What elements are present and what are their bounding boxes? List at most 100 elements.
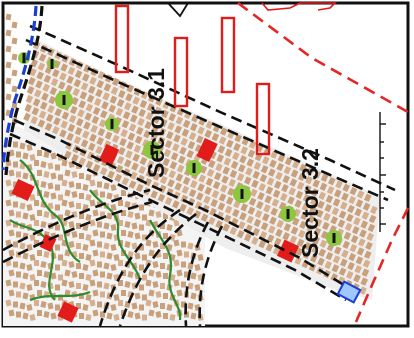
residential-plot (124, 159, 132, 168)
residential-plot (109, 95, 118, 104)
residential-plot (289, 235, 298, 244)
residential-plot (125, 93, 133, 102)
residential-plot (362, 202, 371, 211)
residential-plot (134, 292, 141, 300)
residential-plot (354, 265, 362, 274)
residential-plot (64, 269, 71, 277)
residential-plot (274, 237, 282, 247)
residential-plot (347, 261, 355, 271)
residential-plot (187, 140, 196, 150)
residential-plot (47, 182, 54, 190)
road-south-curve-b (118, 212, 197, 327)
residential-plot (340, 201, 348, 210)
residential-plot (193, 210, 202, 219)
residential-plot (283, 223, 292, 232)
residential-plot (142, 254, 147, 261)
residential-plot (73, 135, 82, 145)
residential-plot (330, 273, 338, 282)
residential-plot (110, 184, 117, 191)
residential-plot (68, 261, 75, 268)
residential-plot (76, 243, 81, 249)
residential-plot (16, 291, 21, 298)
residential-plot (226, 196, 234, 205)
residential-plot (134, 232, 141, 240)
residential-plot (118, 300, 123, 306)
residential-plot (338, 210, 347, 219)
residential-plot (301, 202, 310, 212)
residential-plot (96, 136, 104, 146)
residential-plot (52, 69, 60, 78)
residential-plot (251, 236, 259, 246)
residential-plot (325, 251, 334, 261)
residential-plot (40, 181, 47, 188)
residential-plot (59, 72, 67, 81)
residential-plot (145, 279, 152, 287)
residential-plot (82, 264, 89, 271)
residential-plot (144, 178, 152, 187)
residential-plot (138, 108, 146, 118)
southwest-green-paths (9, 159, 201, 321)
residential-plot (13, 241, 18, 248)
residential-plot (40, 301, 47, 308)
road-southwest-a (2, 188, 151, 252)
residential-plot (331, 264, 340, 273)
residential-plot (134, 135, 143, 145)
residential-plot (110, 86, 119, 95)
residential-plot (106, 192, 113, 200)
residential-plot (121, 190, 126, 196)
residential-plot (65, 84, 73, 93)
residential-plot (55, 184, 60, 191)
residential-plot (155, 97, 163, 106)
residential-plot (26, 204, 33, 211)
residential-plot (13, 221, 18, 228)
residential-plot (331, 207, 340, 216)
residential-plot (223, 214, 232, 223)
residential-plot (258, 239, 266, 249)
residential-plot (71, 271, 78, 278)
residential-plot (160, 223, 165, 229)
facility-block (57, 301, 79, 323)
residential-plot (197, 183, 205, 192)
residential-plot (67, 123, 76, 133)
residential-plot (24, 103, 32, 113)
residential-plot (106, 212, 113, 220)
residential-plot (128, 123, 137, 132)
residential-plot (40, 261, 47, 268)
residential-plot (169, 161, 178, 170)
residential-plot (79, 213, 84, 219)
residential-plot (89, 199, 96, 207)
residential-plot (266, 234, 275, 243)
residential-plot (208, 159, 216, 169)
residential-plot (37, 150, 42, 156)
residential-plot (79, 273, 84, 279)
residential-plot (338, 267, 347, 276)
residential-plot (110, 244, 117, 251)
residential-plot (194, 264, 201, 271)
residential-plot (40, 161, 47, 168)
residential-plot (108, 104, 116, 113)
residential-plot (49, 86, 58, 96)
residential-plot (217, 145, 226, 154)
residential-plot (348, 252, 356, 262)
residential-plot (180, 137, 188, 146)
residential-plot (163, 273, 168, 279)
residential-plot (97, 71, 106, 80)
residential-plot (166, 130, 174, 140)
residential-plot (55, 164, 60, 171)
residential-plot (218, 136, 227, 145)
residential-plot (244, 233, 252, 242)
residential-plot (169, 234, 176, 241)
residential-plot (181, 301, 186, 308)
residential-plot (79, 173, 84, 179)
residential-plot (139, 99, 148, 109)
residential-plot (101, 101, 109, 110)
residential-plot (26, 264, 33, 271)
residential-plot (13, 181, 18, 188)
road-corridors (2, 24, 396, 327)
residential-plot (194, 201, 203, 210)
residential-plot (151, 124, 160, 133)
residential-plot (96, 79, 104, 89)
residential-plot (22, 172, 29, 180)
residential-plot (196, 192, 204, 201)
residential-plot (155, 154, 163, 163)
